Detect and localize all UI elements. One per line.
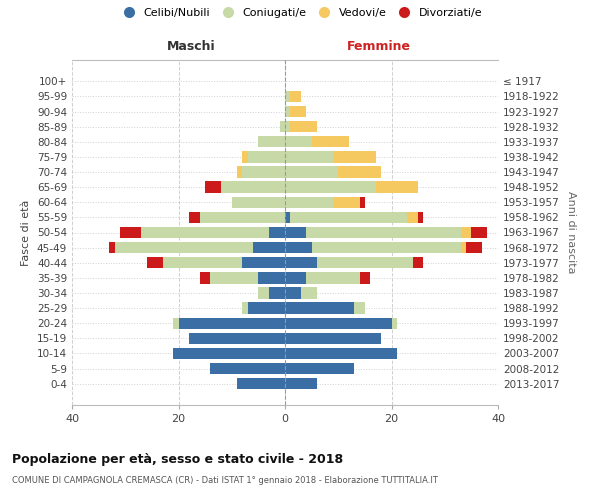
Bar bbox=[285, 318, 392, 329]
Bar bbox=[221, 182, 285, 193]
Bar bbox=[407, 212, 418, 223]
Bar bbox=[317, 257, 413, 268]
Bar bbox=[242, 152, 248, 162]
Bar bbox=[269, 227, 285, 238]
Bar bbox=[242, 257, 285, 268]
Bar bbox=[466, 242, 482, 254]
Bar bbox=[253, 242, 285, 254]
Bar bbox=[248, 152, 285, 162]
Bar bbox=[285, 166, 338, 177]
Bar bbox=[269, 288, 285, 298]
Bar bbox=[179, 318, 285, 329]
Bar bbox=[242, 302, 248, 314]
Bar bbox=[285, 363, 354, 374]
Bar bbox=[285, 378, 317, 390]
Bar bbox=[285, 196, 333, 208]
Bar bbox=[146, 257, 163, 268]
Bar bbox=[413, 257, 424, 268]
Bar bbox=[237, 378, 285, 390]
Bar bbox=[285, 121, 290, 132]
Bar bbox=[259, 288, 269, 298]
Bar bbox=[285, 348, 397, 359]
Bar bbox=[285, 332, 381, 344]
Bar bbox=[163, 257, 242, 268]
Bar bbox=[333, 152, 376, 162]
Bar bbox=[115, 242, 253, 254]
Bar bbox=[285, 91, 290, 102]
Bar bbox=[173, 318, 179, 329]
Y-axis label: Fasce di età: Fasce di età bbox=[22, 200, 31, 266]
Bar bbox=[109, 242, 115, 254]
Bar bbox=[354, 302, 365, 314]
Bar bbox=[311, 136, 349, 147]
Bar bbox=[211, 272, 259, 283]
Bar bbox=[242, 166, 285, 177]
Bar bbox=[232, 196, 285, 208]
Bar bbox=[338, 166, 381, 177]
Bar bbox=[285, 106, 290, 117]
Bar bbox=[461, 242, 466, 254]
Bar bbox=[237, 166, 242, 177]
Bar bbox=[285, 242, 311, 254]
Text: Popolazione per età, sesso e stato civile - 2018: Popolazione per età, sesso e stato civil… bbox=[12, 452, 343, 466]
Bar bbox=[200, 272, 211, 283]
Bar bbox=[290, 212, 407, 223]
Bar bbox=[359, 272, 370, 283]
Bar bbox=[392, 318, 397, 329]
Bar bbox=[290, 106, 307, 117]
Bar bbox=[376, 182, 418, 193]
Bar bbox=[290, 91, 301, 102]
Bar bbox=[259, 272, 285, 283]
Bar bbox=[461, 227, 472, 238]
Bar bbox=[189, 332, 285, 344]
Bar bbox=[285, 302, 354, 314]
Text: Maschi: Maschi bbox=[167, 40, 215, 53]
Bar bbox=[285, 257, 317, 268]
Y-axis label: Anni di nascita: Anni di nascita bbox=[566, 191, 576, 274]
Bar bbox=[311, 242, 461, 254]
Bar bbox=[285, 212, 290, 223]
Bar bbox=[285, 227, 307, 238]
Bar bbox=[248, 302, 285, 314]
Bar bbox=[290, 121, 317, 132]
Bar bbox=[211, 363, 285, 374]
Legend: Celibi/Nubili, Coniugati/e, Vedovi/e, Divorziati/e: Celibi/Nubili, Coniugati/e, Vedovi/e, Di… bbox=[116, 6, 484, 20]
Bar bbox=[418, 212, 424, 223]
Bar bbox=[280, 121, 285, 132]
Bar bbox=[120, 227, 141, 238]
Bar bbox=[301, 288, 317, 298]
Bar bbox=[285, 152, 333, 162]
Bar bbox=[285, 288, 301, 298]
Bar bbox=[173, 348, 285, 359]
Bar bbox=[259, 136, 285, 147]
Bar bbox=[307, 227, 461, 238]
Bar bbox=[205, 182, 221, 193]
Bar bbox=[141, 227, 269, 238]
Bar bbox=[307, 272, 359, 283]
Bar bbox=[285, 182, 376, 193]
Bar bbox=[285, 272, 307, 283]
Text: COMUNE DI CAMPAGNOLA CREMASCA (CR) - Dati ISTAT 1° gennaio 2018 - Elaborazione T: COMUNE DI CAMPAGNOLA CREMASCA (CR) - Dat… bbox=[12, 476, 438, 485]
Bar bbox=[285, 136, 311, 147]
Bar bbox=[333, 196, 359, 208]
Bar bbox=[200, 212, 285, 223]
Bar bbox=[472, 227, 487, 238]
Bar bbox=[359, 196, 365, 208]
Text: Femmine: Femmine bbox=[347, 40, 411, 53]
Bar bbox=[189, 212, 200, 223]
